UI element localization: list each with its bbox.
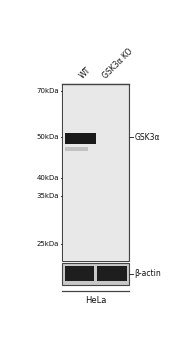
Bar: [62, 84, 129, 261]
Bar: [65, 147, 88, 150]
Bar: [62, 263, 129, 285]
Text: HeLa: HeLa: [85, 296, 106, 305]
Text: 25kDa: 25kDa: [37, 241, 59, 247]
Bar: [97, 266, 127, 281]
Text: GSK3α KO: GSK3α KO: [101, 47, 134, 80]
Bar: [63, 85, 128, 261]
Text: 70kDa: 70kDa: [37, 88, 59, 93]
Text: 40kDa: 40kDa: [37, 175, 59, 181]
Text: 35kDa: 35kDa: [37, 193, 59, 199]
Text: GSK3α: GSK3α: [134, 133, 160, 142]
Text: 50kDa: 50kDa: [37, 134, 59, 140]
Text: WT: WT: [78, 65, 93, 80]
Bar: [65, 266, 94, 281]
Text: β-actin: β-actin: [134, 269, 161, 278]
Bar: [65, 133, 96, 144]
